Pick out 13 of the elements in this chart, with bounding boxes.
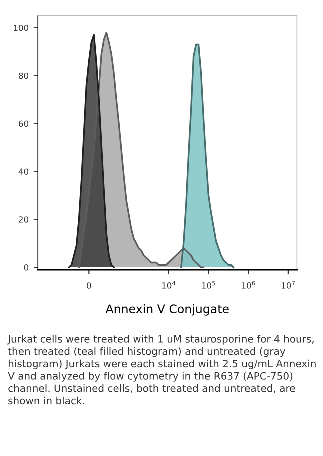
y-tick-label: 20 (19, 216, 29, 223)
x-tick-label: 10$^{7}$ (282, 281, 296, 289)
y-tick-label: 100 (14, 24, 29, 32)
y-tick-label: 80 (19, 72, 29, 80)
y-tick-label: 40 (18, 168, 29, 175)
x-tick-label: 10$^{5}$ (202, 281, 216, 289)
x-tick-label: 0 (87, 282, 92, 289)
x-axis-title: Annexin V Conjugate (106, 304, 229, 316)
y-tick-label: 60 (19, 120, 29, 128)
y-tick-label: 0 (24, 264, 29, 271)
text: Jurkat cells were treated with 1 uM staurosporine for 4 hours, then treated (teal filled histogram) and untreated (gray histogram) Jurkats were each stained with 2.5 ug/mL Annexin V and analyzed by flow cytometry in the R637 (APC-750) channel. Unstained cells, both treated and untreated, are shown in black. (8, 335, 316, 405)
x-tick-label: 10$^{4}$ (162, 281, 176, 289)
x-tick-label: 10$^{6}$ (242, 281, 256, 289)
